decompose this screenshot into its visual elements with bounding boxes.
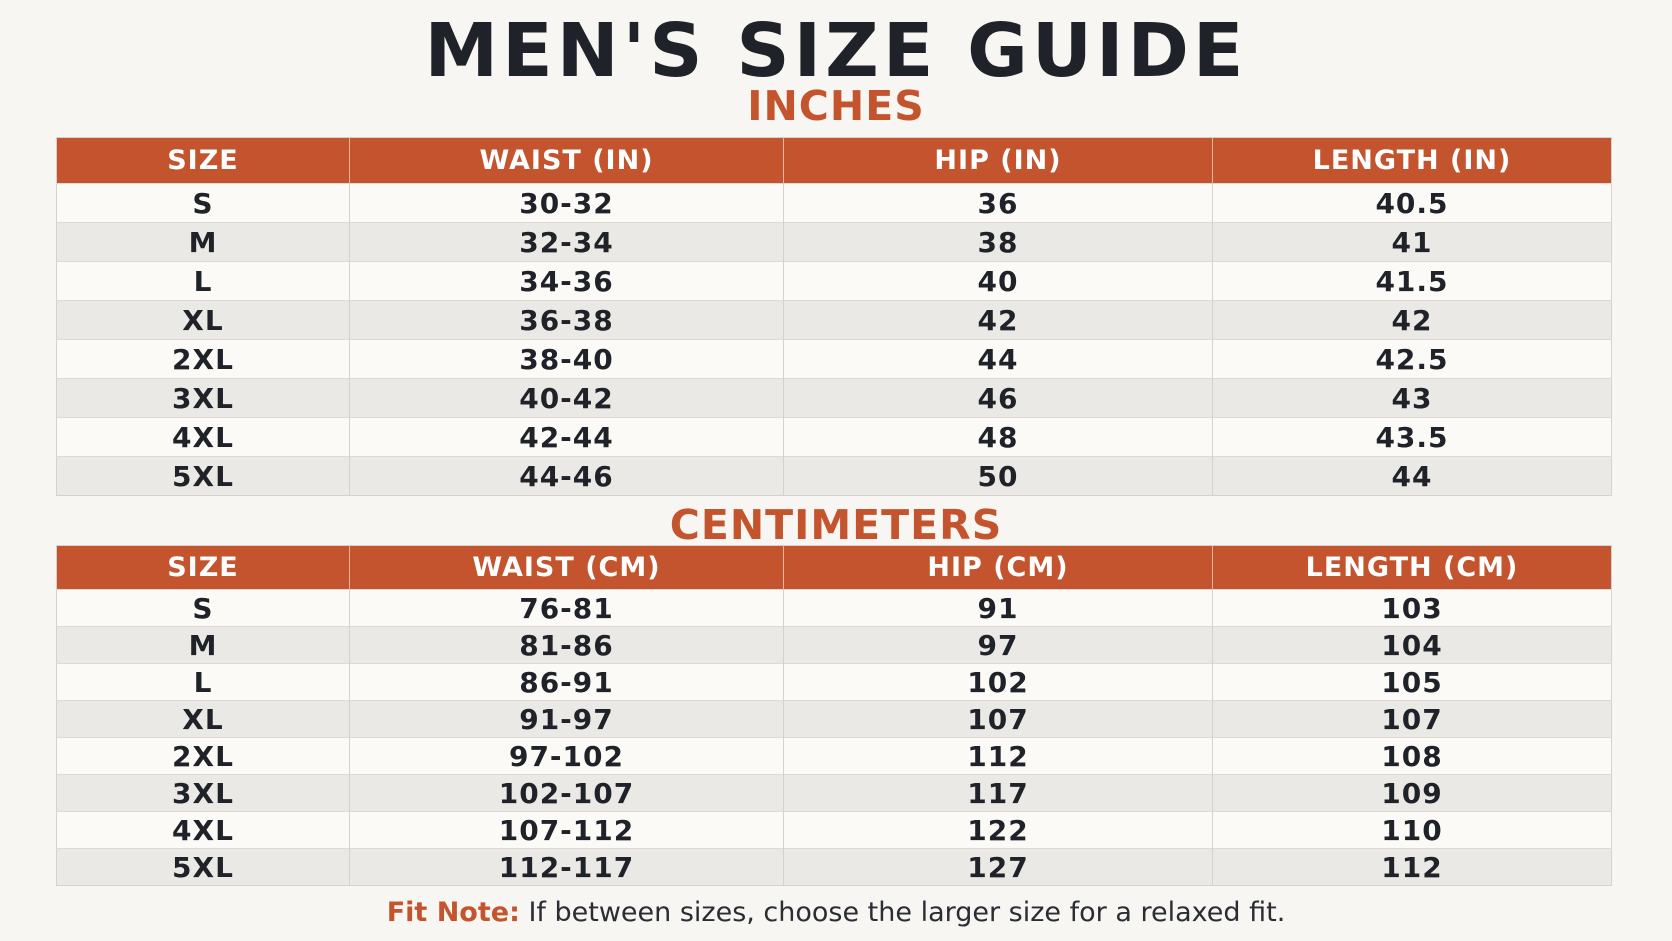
length-cell: 109: [1212, 774, 1612, 812]
column-header-hip: HIP (CM): [783, 545, 1213, 590]
hip-cell: 38: [783, 222, 1213, 262]
length-cell: 43: [1212, 378, 1612, 418]
hip-cell: 46: [783, 378, 1213, 418]
size-cell: L: [56, 663, 350, 701]
column-header-waist: WAIST (IN): [349, 137, 784, 184]
table-row: 5XL 112-117 127 112: [56, 848, 1612, 886]
hip-cell: 36: [783, 183, 1213, 223]
length-cell: 43.5: [1212, 417, 1612, 457]
inches-size-table: SIZE WAIST (IN) HIP (IN) LENGTH (IN) S 3…: [56, 137, 1612, 496]
size-cell: 3XL: [56, 774, 350, 812]
hip-cell: 40: [783, 261, 1213, 301]
waist-cell: 107-112: [349, 811, 784, 849]
table-row: S 76-81 91 103: [56, 589, 1612, 627]
length-cell: 104: [1212, 626, 1612, 664]
inches-section-title: INCHES: [747, 82, 925, 130]
size-cell: 5XL: [56, 848, 350, 886]
table-header-row: SIZE WAIST (CM) HIP (CM) LENGTH (CM): [56, 545, 1612, 590]
page-title: MEN'S SIZE GUIDE: [424, 8, 1248, 94]
waist-cell: 44-46: [349, 456, 784, 496]
length-cell: 103: [1212, 589, 1612, 627]
column-header-hip: HIP (IN): [783, 137, 1213, 184]
hip-cell: 122: [783, 811, 1213, 849]
length-cell: 105: [1212, 663, 1612, 701]
length-cell: 110: [1212, 811, 1612, 849]
size-cell: 5XL: [56, 456, 350, 496]
hip-cell: 97: [783, 626, 1213, 664]
fit-note-label: Fit Note:: [386, 897, 520, 928]
length-cell: 112: [1212, 848, 1612, 886]
table-row: L 86-91 102 105: [56, 663, 1612, 701]
hip-cell: 107: [783, 700, 1213, 738]
waist-cell: 32-34: [349, 222, 784, 262]
waist-cell: 91-97: [349, 700, 784, 738]
size-cell: 2XL: [56, 339, 350, 379]
length-cell: 44: [1212, 456, 1612, 496]
hip-cell: 44: [783, 339, 1213, 379]
waist-cell: 40-42: [349, 378, 784, 418]
column-header-length: LENGTH (IN): [1212, 137, 1612, 184]
column-header-size: SIZE: [56, 545, 350, 590]
column-header-length: LENGTH (CM): [1212, 545, 1612, 590]
column-header-size: SIZE: [56, 137, 350, 184]
table-header-row: SIZE WAIST (IN) HIP (IN) LENGTH (IN): [56, 137, 1612, 184]
hip-cell: 117: [783, 774, 1213, 812]
fit-note: Fit Note: If between sizes, choose the l…: [0, 896, 1672, 930]
length-cell: 107: [1212, 700, 1612, 738]
waist-cell: 42-44: [349, 417, 784, 457]
waist-cell: 97-102: [349, 737, 784, 775]
waist-cell: 30-32: [349, 183, 784, 223]
length-cell: 42.5: [1212, 339, 1612, 379]
table-row: 2XL 97-102 112 108: [56, 737, 1612, 775]
table-row: M 32-34 38 41: [56, 222, 1612, 262]
table-row: 5XL 44-46 50 44: [56, 456, 1612, 496]
table-row: 2XL 38-40 44 42.5: [56, 339, 1612, 379]
hip-cell: 102: [783, 663, 1213, 701]
waist-cell: 112-117: [349, 848, 784, 886]
table-row: 4XL 107-112 122 110: [56, 811, 1612, 849]
table-row: XL 36-38 42 42: [56, 300, 1612, 340]
fit-note-text: If between sizes, choose the larger size…: [519, 897, 1286, 928]
waist-cell: 81-86: [349, 626, 784, 664]
waist-cell: 86-91: [349, 663, 784, 701]
hip-cell: 91: [783, 589, 1213, 627]
size-cell: 2XL: [56, 737, 350, 775]
waist-cell: 34-36: [349, 261, 784, 301]
hip-cell: 50: [783, 456, 1213, 496]
hip-cell: 48: [783, 417, 1213, 457]
waist-cell: 36-38: [349, 300, 784, 340]
table-row: 4XL 42-44 48 43.5: [56, 417, 1612, 457]
length-cell: 41.5: [1212, 261, 1612, 301]
length-cell: 40.5: [1212, 183, 1612, 223]
size-cell: M: [56, 222, 350, 262]
length-cell: 41: [1212, 222, 1612, 262]
table-row: M 81-86 97 104: [56, 626, 1612, 664]
length-cell: 42: [1212, 300, 1612, 340]
waist-cell: 76-81: [349, 589, 784, 627]
column-header-waist: WAIST (CM): [349, 545, 784, 590]
table-row: 3XL 40-42 46 43: [56, 378, 1612, 418]
centimeters-size-table: SIZE WAIST (CM) HIP (CM) LENGTH (CM) S 7…: [56, 545, 1612, 886]
size-cell: S: [56, 183, 350, 223]
length-cell: 108: [1212, 737, 1612, 775]
table-row: L 34-36 40 41.5: [56, 261, 1612, 301]
size-cell: M: [56, 626, 350, 664]
table-row: S 30-32 36 40.5: [56, 183, 1612, 223]
size-cell: XL: [56, 300, 350, 340]
hip-cell: 112: [783, 737, 1213, 775]
size-cell: L: [56, 261, 350, 301]
waist-cell: 102-107: [349, 774, 784, 812]
size-cell: 3XL: [56, 378, 350, 418]
hip-cell: 127: [783, 848, 1213, 886]
size-cell: XL: [56, 700, 350, 738]
centimeters-section-title: CENTIMETERS: [669, 501, 1003, 549]
waist-cell: 38-40: [349, 339, 784, 379]
size-cell: 4XL: [56, 417, 350, 457]
table-row: XL 91-97 107 107: [56, 700, 1612, 738]
hip-cell: 42: [783, 300, 1213, 340]
table-row: 3XL 102-107 117 109: [56, 774, 1612, 812]
size-cell: S: [56, 589, 350, 627]
size-cell: 4XL: [56, 811, 350, 849]
